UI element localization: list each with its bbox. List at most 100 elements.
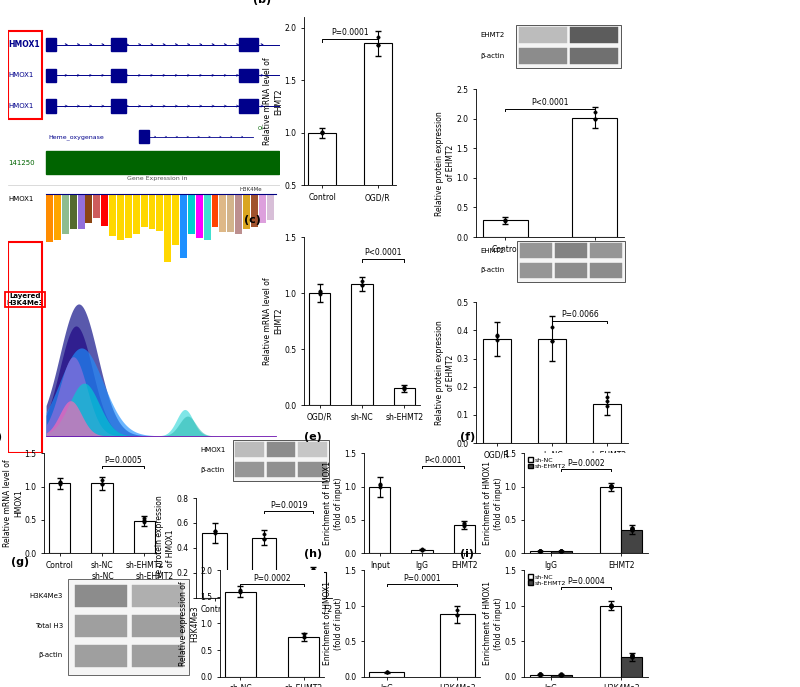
Point bbox=[416, 544, 429, 555]
Point bbox=[258, 533, 270, 544]
Bar bbox=[439, 614, 474, 677]
Point bbox=[589, 106, 602, 117]
Point bbox=[54, 477, 66, 488]
Bar bbox=[600, 606, 622, 677]
Bar bbox=[308, 133, 336, 238]
Point bbox=[458, 517, 470, 528]
Bar bbox=[555, 263, 587, 278]
Point bbox=[96, 478, 109, 489]
Point bbox=[555, 545, 568, 556]
Bar bbox=[117, 194, 124, 240]
Bar bbox=[46, 151, 278, 174]
Point bbox=[208, 528, 221, 539]
Point bbox=[534, 545, 546, 556]
Bar bbox=[68, 578, 189, 675]
Bar bbox=[550, 675, 572, 677]
Point bbox=[258, 528, 270, 539]
Point bbox=[381, 667, 394, 678]
Point bbox=[398, 383, 410, 394]
Bar bbox=[227, 194, 234, 232]
Bar bbox=[235, 194, 242, 234]
Y-axis label: Relative expression of
H3K4Me3: Relative expression of H3K4Me3 bbox=[179, 581, 199, 666]
Point bbox=[138, 517, 150, 528]
Text: H3K4Me: H3K4Me bbox=[239, 187, 262, 192]
Bar bbox=[622, 657, 642, 677]
Bar bbox=[266, 194, 274, 220]
Text: 141250: 141250 bbox=[8, 160, 34, 166]
Bar bbox=[310, 293, 330, 405]
Bar bbox=[483, 339, 510, 443]
Point bbox=[534, 669, 546, 680]
Bar bbox=[298, 462, 326, 477]
Point bbox=[604, 481, 617, 492]
Y-axis label: Enrichment of HMOX1
(fold of input): Enrichment of HMOX1 (fold of input) bbox=[323, 581, 343, 666]
Bar bbox=[266, 442, 295, 458]
Bar bbox=[46, 69, 56, 82]
Bar bbox=[235, 442, 264, 458]
Text: (c): (c) bbox=[244, 215, 261, 225]
Bar bbox=[141, 194, 147, 227]
Bar bbox=[133, 194, 140, 234]
Bar bbox=[172, 194, 179, 245]
Bar bbox=[8, 32, 42, 120]
Bar bbox=[46, 194, 53, 243]
Point bbox=[316, 128, 329, 139]
Text: (d): (d) bbox=[0, 431, 2, 442]
Bar bbox=[235, 462, 264, 477]
Point bbox=[416, 544, 429, 555]
Text: Total H3: Total H3 bbox=[34, 622, 63, 629]
Text: β-actin: β-actin bbox=[200, 466, 224, 473]
Bar bbox=[180, 194, 187, 258]
Text: (g): (g) bbox=[11, 557, 30, 567]
Point bbox=[381, 667, 394, 678]
Bar bbox=[570, 48, 618, 64]
Text: (b): (b) bbox=[254, 0, 271, 5]
Text: β-actin: β-actin bbox=[38, 653, 63, 658]
Point bbox=[601, 395, 614, 406]
Text: sh-EHMT2: sh-EHMT2 bbox=[135, 572, 174, 581]
Bar bbox=[75, 585, 126, 607]
Point bbox=[589, 113, 602, 124]
Bar bbox=[370, 486, 390, 553]
Point bbox=[316, 126, 329, 137]
Bar bbox=[132, 644, 183, 667]
Text: P=0.0001: P=0.0001 bbox=[403, 574, 441, 583]
Point bbox=[96, 474, 109, 485]
Bar bbox=[251, 194, 258, 227]
Y-axis label: Relative mRNA level of
HMOX1: Relative mRNA level of HMOX1 bbox=[3, 460, 23, 547]
Text: sh-NC: sh-NC bbox=[91, 572, 114, 581]
Point bbox=[371, 39, 384, 50]
Bar bbox=[125, 194, 132, 238]
Point bbox=[490, 330, 503, 341]
Point bbox=[555, 669, 568, 680]
Text: (i): (i) bbox=[459, 549, 474, 559]
Point bbox=[371, 39, 384, 50]
Point bbox=[307, 563, 320, 574]
Bar bbox=[520, 263, 552, 278]
Bar bbox=[164, 194, 171, 262]
Point bbox=[604, 481, 617, 492]
Point bbox=[374, 480, 386, 491]
Bar bbox=[111, 100, 126, 113]
Bar bbox=[394, 389, 414, 405]
Point bbox=[234, 586, 247, 597]
Bar bbox=[482, 221, 527, 237]
Point bbox=[398, 382, 410, 393]
Bar bbox=[351, 284, 373, 405]
Point bbox=[604, 600, 617, 611]
Point bbox=[374, 482, 386, 493]
Text: EHMT2: EHMT2 bbox=[481, 247, 505, 254]
Y-axis label: Relative protein expression
of EHMT2: Relative protein expression of EHMT2 bbox=[435, 111, 455, 216]
Bar bbox=[46, 38, 56, 51]
Bar bbox=[364, 43, 392, 238]
Point bbox=[398, 381, 410, 392]
Point bbox=[498, 214, 511, 225]
Point bbox=[458, 520, 470, 531]
Point bbox=[626, 525, 638, 536]
Y-axis label: Relative mRNA level of
EHMT2: Relative mRNA level of EHMT2 bbox=[263, 278, 283, 365]
Text: P=0.0066: P=0.0066 bbox=[561, 310, 598, 319]
Bar bbox=[454, 525, 474, 553]
Bar bbox=[538, 339, 566, 443]
Point bbox=[416, 544, 429, 555]
Bar bbox=[54, 194, 61, 240]
